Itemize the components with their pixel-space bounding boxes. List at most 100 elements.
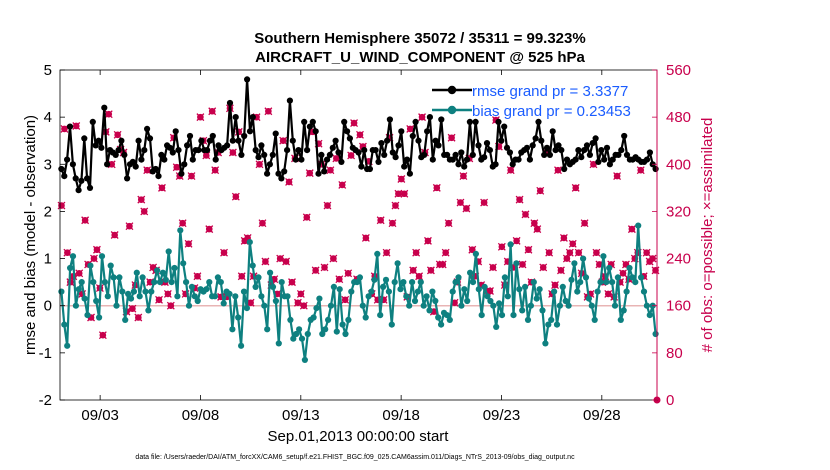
rmse-point [244,76,251,83]
bias-point [516,286,523,293]
rmse-point [472,118,479,125]
rmse-point [161,156,168,163]
obs-count-point [72,122,81,130]
bias-point [246,239,253,246]
obs-dot [604,290,612,298]
bias-point [574,288,581,295]
obs-count-point [193,272,202,281]
bias-point [249,262,256,269]
bias-point [490,302,497,309]
bias-point [475,286,482,293]
rmse-point [198,137,205,144]
legend-bias-marker [447,105,457,115]
bias-point [504,293,511,300]
obs-count-point [276,254,285,263]
bias-point [443,312,450,319]
obs-count-point [589,160,598,169]
bias-point [127,295,135,302]
obs-dot [205,225,213,233]
bias-point [287,316,294,323]
obs-dot [409,267,417,274]
bias-point [359,302,366,309]
rmse-point [401,163,408,170]
bias-point [403,293,410,300]
rmse-point [541,151,548,158]
obs-count-point [90,254,98,263]
bias-point [356,274,363,281]
bias-point [562,297,569,305]
obs-dot [188,172,195,180]
bias-point [597,279,604,286]
rmse-point [646,149,654,156]
bias-point [371,276,378,283]
obs-dot [551,281,559,289]
rmse-point [581,147,588,154]
rmse-point [312,128,319,135]
obs-dot [344,270,352,277]
rmse-point [112,151,119,158]
obs-dot [398,175,405,183]
obs-dot [619,270,627,277]
rmse-point [341,118,348,125]
obs-dot [185,240,192,248]
obs-count-point [423,236,432,245]
obs-count-point [63,248,72,257]
rmse-point [538,137,545,144]
rmse-point [92,142,99,149]
bias-point [116,274,123,281]
obs-count-point [412,248,421,257]
obs-dot [321,264,328,271]
rmse-point [458,149,465,156]
obs-count-point [530,219,539,228]
rmse-point [98,144,105,151]
obs-dot [415,272,423,280]
rmse-point [586,151,594,158]
obs-dot [197,113,204,121]
rmse-point [169,149,176,156]
obs-count-point [391,201,400,210]
obs-dot [93,246,101,254]
obs-count-point [288,278,296,287]
obs-count-point [512,236,521,245]
obs-count-point [400,189,409,198]
obs-count-point [75,269,84,278]
bias-point [652,330,659,338]
bias-point [67,264,74,272]
obs-count-point [125,222,134,231]
obs-count-point [326,166,335,175]
rmse-point [229,137,236,144]
bias-point [75,286,82,293]
rmse-point [318,151,325,158]
bias-point [501,274,508,281]
bias-point [226,290,233,297]
bias-point [522,283,529,290]
rmse-point [95,137,102,144]
rmse-point [406,170,413,177]
rmse-point [492,161,499,168]
rmse-point [181,161,188,168]
rmse-point [395,142,402,149]
y2-tick-label: 240 [666,251,691,268]
rmse-point [315,170,322,177]
y-tick-label: -2 [39,392,52,409]
bias-point [243,305,250,312]
rmse-point [146,135,154,142]
rmse-point [158,151,165,158]
bias-point [496,300,503,307]
bias-point [148,288,155,295]
rmse-point [121,151,128,158]
obs-dot [282,258,290,265]
obs-count-point [554,166,562,175]
rmse-point [135,137,142,144]
obs-count-point [562,254,571,263]
obs-count-point [388,219,397,228]
bias-point [61,321,68,328]
obs-dot [652,267,659,274]
rmse-point [155,173,162,180]
obs-count-point [163,289,172,298]
rmse-point [432,137,439,144]
obs-count-point [518,260,527,269]
bias-point [513,260,520,267]
rmse-point [561,165,568,173]
bias-point [481,283,488,290]
